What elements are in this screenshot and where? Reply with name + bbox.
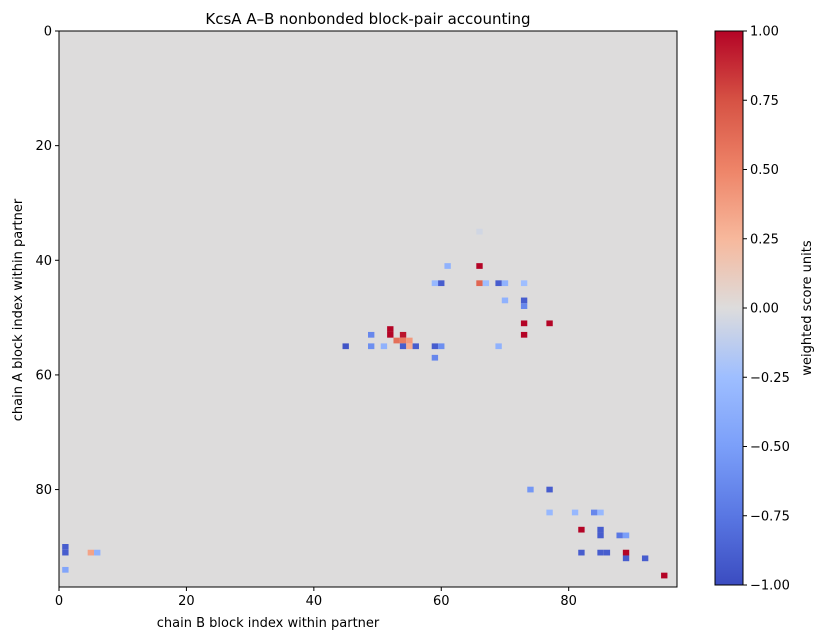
heatmap-cell: [399, 343, 407, 350]
heatmap-cell: [482, 280, 490, 287]
x-axis-ticks: 0 20 40 60 80: [55, 587, 577, 609]
heatmap-cell: [622, 555, 630, 562]
heatmap-cell: [438, 280, 445, 287]
plot-frame: [58, 30, 678, 588]
colorbar-tick-label: 0.00: [750, 302, 779, 317]
heatmap-cell: [578, 526, 585, 533]
heatmap-cell: [520, 303, 528, 309]
heatmap-cell: [476, 228, 483, 235]
heatmap-cell: [399, 337, 407, 344]
x-tick-label: 40: [306, 594, 323, 609]
heatmap-cell: [590, 509, 598, 516]
x-axis-label: chain B block index within partner: [157, 616, 380, 631]
y-tick-label: 60: [35, 368, 52, 383]
heatmap-cell: [387, 326, 394, 332]
heatmap-cell: [438, 343, 445, 350]
heatmap-cell: [597, 509, 604, 516]
heatmap-cell: [597, 526, 604, 533]
heatmap-cell: [501, 297, 509, 304]
heatmap-cell: [62, 566, 69, 573]
heatmap-cell: [578, 549, 585, 556]
heatmap-cell: [380, 343, 388, 350]
heatmap-cell: [597, 532, 604, 539]
heatmap-cell: [641, 555, 649, 562]
heatmap-cell: [387, 331, 394, 338]
y-tick-label: 80: [35, 483, 52, 498]
heatmap-cell: [399, 331, 407, 338]
heatmap-cell: [476, 263, 483, 269]
heatmap-cell: [368, 343, 375, 350]
heatmap-cell: [603, 549, 611, 556]
heatmap-cell: [62, 549, 69, 556]
heatmap-cell: [546, 320, 553, 327]
heatmap-cell: [571, 509, 579, 516]
heatmap-cell: [406, 343, 413, 350]
heatmap-cell: [520, 297, 528, 304]
colorbar-tick-label: 0.25: [750, 232, 779, 247]
y-tick-label: 40: [35, 254, 52, 269]
heatmap-cells: [62, 228, 668, 579]
heatmap-cell: [616, 532, 623, 539]
y-tick-label: 20: [35, 139, 52, 154]
heatmap-cell: [597, 549, 604, 556]
colorbar-tick-label: 1.00: [750, 25, 779, 40]
heatmap-cell: [431, 343, 439, 350]
x-tick-label: 60: [433, 594, 450, 609]
heatmap-cell: [520, 280, 528, 287]
heatmap-cell: [495, 343, 502, 350]
heatmap-cell: [412, 343, 419, 350]
y-tick-label: 0: [44, 25, 52, 40]
heatmap-cell: [406, 337, 413, 344]
heatmap-cell: [495, 280, 502, 287]
heatmap-cell: [342, 343, 349, 350]
colorbar-tick-label: 0.50: [750, 163, 779, 178]
heatmap-cell: [622, 549, 630, 556]
x-tick-label: 80: [560, 594, 577, 609]
colorbar-tick-label: 0.75: [750, 94, 779, 109]
y-axis-ticks: 0 20 40 60 80: [35, 25, 59, 498]
heatmap-cell: [622, 532, 630, 539]
x-tick-label: 20: [178, 594, 195, 609]
colorbar-label: weighted score units: [800, 240, 815, 375]
heatmap-cell: [94, 549, 101, 556]
x-tick-label: 0: [55, 594, 63, 609]
heatmap-cell: [501, 280, 509, 287]
heatmap-cell: [368, 331, 375, 338]
heatmap-cell: [393, 337, 400, 344]
heatmap-cell: [431, 354, 439, 361]
y-axis-label: chain A block index within partner: [11, 198, 26, 421]
heatmap-cell: [546, 486, 553, 493]
heatmap-cell: [520, 331, 528, 338]
heatmap-cell: [527, 486, 534, 493]
colorbar-tick-label: −0.50: [750, 440, 790, 455]
heatmap-background: [59, 31, 677, 587]
colorbar-tick-label: −1.00: [750, 579, 790, 594]
colorbar: [714, 30, 744, 586]
heatmap-cell: [476, 280, 483, 287]
heatmap-cell: [520, 320, 528, 327]
heatmap-cell: [661, 572, 668, 579]
heatmap-cell: [62, 544, 69, 550]
heatmap-cell: [546, 509, 553, 516]
chart-title: KcsA A–B nonbonded block-pair accounting: [205, 10, 530, 28]
heatmap-cell: [444, 263, 451, 269]
colorbar-tick-label: −0.75: [750, 509, 790, 524]
heatmap-cell: [431, 280, 439, 287]
colorbar-tick-label: −0.25: [750, 371, 790, 386]
heatmap-cell: [87, 549, 95, 556]
colorbar-ticks: −1.00 −0.75 −0.50 −0.25 0.00 0.25 0.50 0.75 1.00: [743, 25, 790, 594]
